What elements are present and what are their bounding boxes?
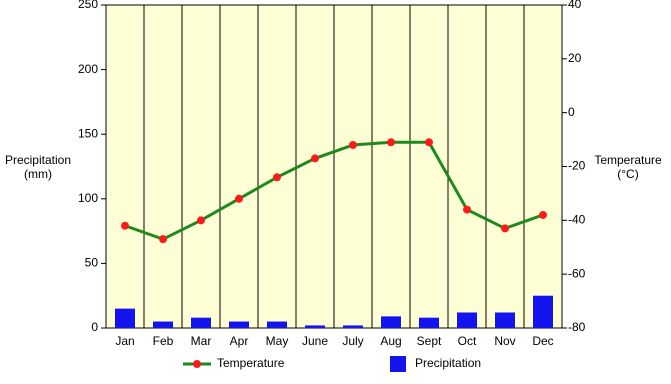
bar [305, 325, 325, 328]
marker [197, 216, 205, 225]
x-tick-label: Oct [458, 334, 477, 348]
line [124, 140, 544, 241]
x-tick-label: May [266, 334, 289, 348]
x-tick-label: Jan [115, 334, 134, 348]
marker [349, 140, 357, 149]
y2-tick-label: -20 [568, 159, 586, 173]
y-axis-label: Precipitation [5, 153, 71, 167]
x-tick-label: Aug [380, 334, 401, 348]
bar [343, 325, 363, 328]
x-tick-label: Nov [494, 334, 515, 348]
marker [159, 235, 167, 244]
y2-tick-label: 40 [568, 0, 582, 11]
bar [457, 312, 477, 328]
x-tick-label: Mar [191, 334, 212, 348]
bar [419, 317, 439, 328]
y2-tick-label: -60 [568, 266, 586, 280]
y-tick-label: 150 [78, 126, 98, 140]
y-tick-label: 100 [78, 191, 98, 205]
y-tick-label: 250 [78, 0, 98, 11]
marker [121, 221, 129, 230]
marker [387, 138, 395, 147]
y2-tick-label: 0 [568, 105, 575, 119]
bar [191, 317, 211, 328]
y-tick-label: 0 [91, 320, 98, 334]
legend-label: Precipitation [415, 356, 481, 370]
legend-label: Temperature [217, 356, 285, 370]
bar [381, 316, 401, 328]
marker [425, 138, 433, 147]
legend-marker [193, 360, 201, 368]
marker [539, 210, 547, 219]
bar [267, 321, 287, 328]
marker [273, 173, 281, 182]
x-tick-label: Dec [532, 334, 553, 348]
marker [311, 154, 319, 163]
x-tick-label: Apr [230, 334, 249, 348]
bar [533, 295, 553, 328]
y-axis-label: (mm) [24, 167, 52, 181]
y-tick-label: 50 [85, 256, 99, 270]
y-tick-label: 200 [78, 62, 98, 76]
marker [501, 224, 509, 233]
marker [235, 194, 243, 203]
bar [153, 321, 173, 328]
bar [229, 321, 249, 328]
x-tick-label: Feb [153, 334, 174, 348]
y2-tick-label: -80 [568, 320, 586, 334]
x-tick-label: June [302, 334, 328, 348]
x-tick-label: July [342, 334, 363, 348]
y2-tick-label: 20 [568, 51, 582, 65]
y2-axis-label: Temperature [594, 153, 662, 167]
y2-tick-label: -40 [568, 213, 586, 227]
y2-axis-label: (°C) [617, 167, 638, 181]
legend-swatch [390, 356, 406, 372]
x-tick-label: Sept [417, 334, 442, 348]
bar [115, 308, 135, 328]
marker [463, 205, 471, 214]
bar [495, 312, 515, 328]
